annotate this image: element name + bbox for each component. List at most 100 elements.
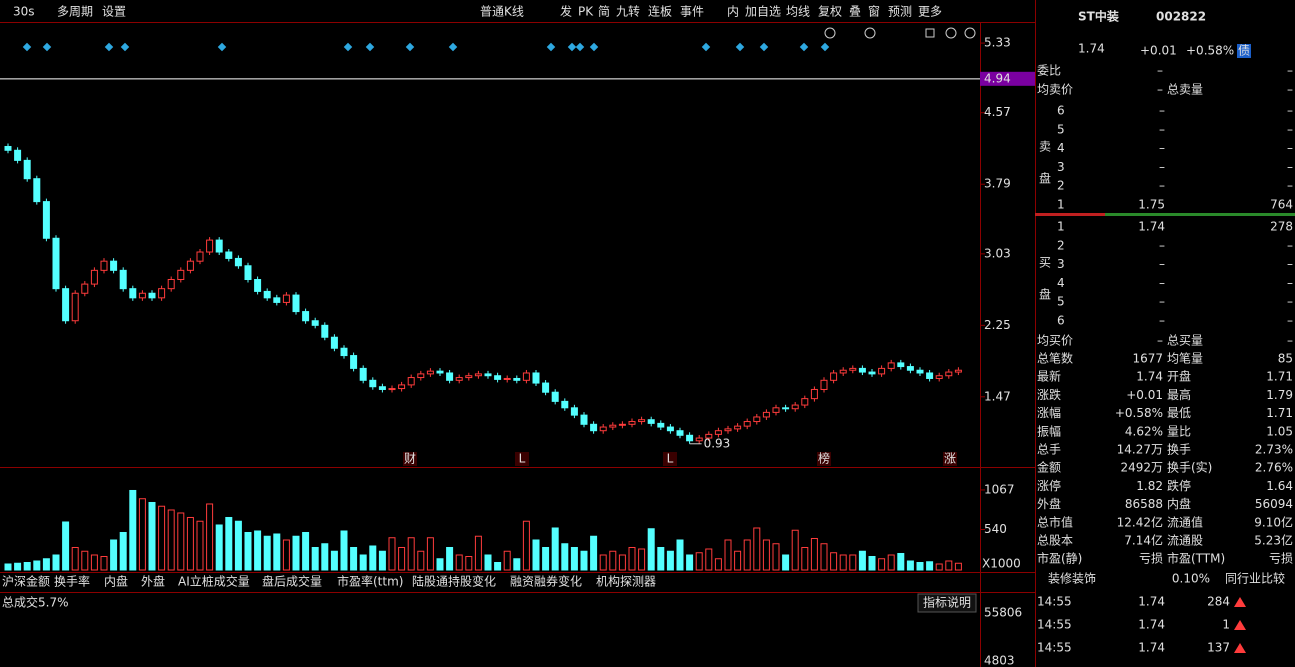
candle	[820, 379, 828, 390]
candle	[724, 428, 732, 432]
indicator-tab[interactable]: 换手率	[54, 574, 90, 589]
candle	[4, 145, 12, 151]
event-label[interactable]: 榜	[818, 451, 830, 466]
volume-bar	[647, 528, 655, 571]
candle	[494, 375, 502, 380]
sector-compare[interactable]: 同行业比较	[1225, 571, 1285, 586]
stat-value: 2.76%	[1255, 461, 1293, 475]
stat-value: 1.71	[1266, 406, 1293, 420]
trade-arrow	[1234, 597, 1246, 607]
stat-label: 开盘	[1167, 369, 1191, 384]
candle	[321, 324, 329, 338]
volume-bar	[177, 512, 185, 571]
event-label[interactable]: 涨	[944, 451, 956, 466]
indicator-tab[interactable]: 融资融券变化	[510, 574, 582, 589]
toolbar-item[interactable]: 更多	[918, 5, 942, 19]
indicator-button-box[interactable]	[917, 593, 977, 613]
event-label[interactable]: 财	[404, 452, 416, 466]
level-volume: –	[1287, 257, 1293, 271]
indicator-tab[interactable]: 外盘	[141, 574, 165, 589]
volume-bar	[724, 539, 732, 571]
toolbar-item[interactable]: 内	[727, 5, 739, 19]
volume-bar	[801, 546, 809, 571]
candle	[839, 369, 847, 374]
stat-value: 85	[1278, 352, 1293, 366]
trade-volume: 1	[1222, 618, 1230, 632]
event-label[interactable]: L	[519, 452, 526, 466]
candle	[878, 367, 886, 375]
volume-bar	[234, 520, 242, 571]
stat-value: 86588	[1125, 497, 1163, 511]
row-label: 均买价	[1037, 334, 1073, 348]
volume-bar	[330, 550, 338, 571]
indicator-tab[interactable]: 沪深金额	[2, 574, 50, 589]
toolbar-item[interactable]: PK	[578, 5, 594, 19]
level-volume: –	[1287, 314, 1293, 328]
trade-price: 1.74	[1138, 641, 1165, 655]
toolbar-item[interactable]: 均线	[786, 5, 810, 19]
candle	[666, 426, 674, 432]
stat-label: 流通股	[1167, 534, 1203, 548]
candle	[369, 379, 377, 388]
toolbar-item[interactable]: 发	[560, 4, 572, 19]
candle	[791, 404, 799, 410]
y-tick-label: 1.47	[984, 389, 1011, 403]
signal-marker	[22, 42, 32, 52]
volume-bar	[705, 548, 713, 571]
candle	[954, 369, 962, 373]
indicator-button[interactable]: 指标说明	[923, 595, 971, 610]
level-price: –	[1159, 122, 1165, 136]
volume-bar	[388, 537, 396, 571]
toolbar-item[interactable]: 九转	[616, 4, 640, 19]
candle	[686, 434, 694, 442]
toolbar-item[interactable]: 连板	[648, 4, 672, 19]
toolbar-item[interactable]: 简	[598, 5, 610, 19]
indicator-tab[interactable]: 内盘	[104, 574, 128, 589]
volume-bar	[762, 539, 770, 571]
toolbar-item[interactable]: 窗	[868, 5, 880, 19]
volume-bar	[321, 543, 329, 571]
stat-label: 总股本	[1037, 534, 1073, 548]
volume-bar	[772, 543, 780, 571]
level-number: 3	[1057, 160, 1065, 174]
toolbar-item[interactable]: 预测	[888, 5, 912, 19]
stat-label: 流通值	[1167, 514, 1203, 529]
volume-bar	[302, 531, 310, 571]
indicator-tab[interactable]: 盘后成交量	[262, 574, 322, 589]
indicator-tab[interactable]: 陆股通持股变化	[412, 574, 496, 589]
toolbar-item[interactable]: 叠	[849, 5, 861, 19]
candle	[100, 260, 108, 271]
indicator-tab[interactable]: 机构探测器	[596, 574, 656, 589]
indicator-tab[interactable]: AI立桩成交量	[178, 574, 250, 589]
volume-bar	[782, 554, 790, 571]
toolbar-item[interactable]: 设置	[102, 5, 126, 19]
y-tick-label: 5.33	[984, 36, 1011, 50]
candle	[676, 430, 684, 436]
volume-bar	[4, 563, 12, 571]
candle	[263, 290, 271, 299]
volume-bar	[292, 535, 300, 571]
row-value: –	[1287, 83, 1293, 97]
candle	[196, 251, 204, 262]
candle	[580, 414, 588, 425]
side-title: 卖盘	[1038, 140, 1052, 204]
volume-bar	[542, 546, 550, 571]
toolbar-item[interactable]: 多周期	[57, 5, 93, 19]
stat-value: 4.62%	[1125, 424, 1163, 438]
level-number: 5	[1057, 122, 1065, 136]
sector-name[interactable]: 装修装饰	[1048, 571, 1096, 586]
volume-bar	[378, 550, 386, 571]
indicator-tab[interactable]: 市盈率(ttm)	[337, 574, 403, 589]
stat-value: 1.79	[1266, 388, 1293, 402]
event-label[interactable]: L	[667, 452, 674, 466]
signal-marker	[104, 42, 114, 52]
toolbar-item[interactable]: 加自选	[745, 5, 781, 19]
candle	[657, 422, 665, 428]
toolbar-item[interactable]: 复权	[818, 5, 842, 19]
toolbar-item[interactable]: 普通K线	[480, 5, 524, 19]
period-select[interactable]: 30s	[13, 5, 35, 19]
toolbar-item[interactable]: 事件	[680, 5, 704, 19]
stat-value: 1.05	[1266, 424, 1293, 438]
level-price: 1.75	[1138, 198, 1165, 212]
level-volume: –	[1287, 122, 1293, 136]
